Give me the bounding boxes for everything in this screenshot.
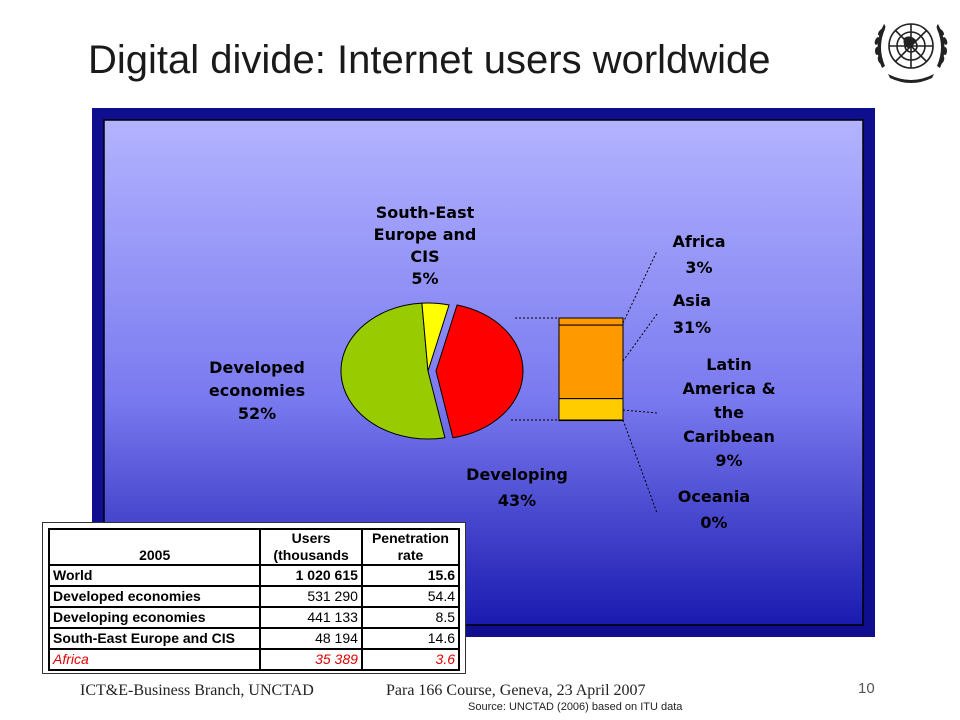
leader-line — [622, 419, 658, 514]
row-name: Africa — [47, 648, 262, 671]
data-label: Africa — [673, 232, 726, 251]
data-label: Europe and — [374, 225, 477, 244]
table-row: Africa 35 389 3.6 — [47, 648, 461, 671]
header-users: Users (thousands — [259, 528, 363, 566]
slide-title: Digital divide: Internet users worldwide — [88, 38, 771, 82]
footer-branch: ICT&E-Business Branch, UNCTAD — [80, 682, 314, 699]
data-label: Caribbean — [683, 427, 775, 446]
table-row: Developed economies 531 290 54.4 — [47, 585, 461, 608]
data-label: Developing — [466, 465, 568, 484]
header-rate: Penetration rate — [360, 528, 461, 566]
data-label: 9% — [715, 451, 742, 470]
leader-line — [622, 313, 658, 362]
row-users: 441 133 — [259, 606, 363, 629]
row-name: South-East Europe and CIS — [47, 627, 262, 650]
table-row: South-East Europe and CIS 48 194 14.6 — [47, 627, 461, 650]
row-name: Developing economies — [47, 606, 262, 629]
data-label: CIS — [410, 247, 439, 266]
data-label: Asia — [673, 291, 711, 310]
data-label: America & — [682, 379, 775, 398]
data-label: 52% — [238, 404, 276, 423]
row-users: 35 389 — [259, 648, 363, 671]
data-table: 2005 Users (thousands Penetration rate W… — [42, 522, 466, 674]
table-header-row: 2005 Users (thousands Penetration rate — [47, 528, 461, 566]
table-row: Developing economies 441 133 8.5 — [47, 606, 461, 629]
row-name: Developed economies — [47, 585, 262, 608]
data-label: 5% — [411, 269, 438, 288]
data-label: South-East — [376, 203, 475, 222]
pie-chart: South-East Europe and CIS 5% Developed econom… — [92, 108, 875, 637]
data-label: 0% — [700, 513, 727, 532]
source-note: Source: UNCTAD (2006) based on ITU data — [468, 701, 683, 713]
row-rate: 54.4 — [360, 585, 461, 608]
breakdown-bar-africa — [558, 317, 624, 326]
row-rate: 15.6 — [360, 564, 461, 587]
users-table: 2005 Users (thousands Penetration rate W… — [47, 528, 461, 671]
row-name: World — [47, 564, 262, 587]
header-year: 2005 — [47, 528, 262, 566]
pie-slice-developing — [435, 304, 524, 439]
data-label: Developed — [209, 358, 305, 377]
row-rate: 8.5 — [360, 606, 461, 629]
breakdown-bar-latin-america-the-caribbean — [558, 398, 624, 421]
footer-course: Para 166 Course, Geneva, 23 April 2007 — [386, 682, 646, 699]
breakdown-bar-asia — [558, 324, 624, 400]
data-label: the — [714, 403, 744, 422]
data-label: Oceania — [678, 487, 750, 506]
leader-line — [622, 250, 658, 324]
breakdown-bar-oceania — [558, 419, 624, 422]
un-emblem-icon — [874, 23, 948, 83]
data-label: economies — [209, 381, 305, 400]
pie-slice-south-east-europe-and-cis — [421, 302, 450, 372]
row-users: 531 290 — [259, 585, 363, 608]
data-label: 31% — [673, 318, 711, 337]
row-rate: 3.6 — [360, 648, 461, 671]
pie-slice-developed-economies — [340, 302, 446, 440]
table-row: World 1 020 615 15.6 — [47, 564, 461, 587]
leader-line — [622, 409, 658, 414]
row-users: 48 194 — [259, 627, 363, 650]
page-number: 10 — [858, 680, 875, 697]
row-rate: 14.6 — [360, 627, 461, 650]
data-label: 43% — [498, 491, 536, 510]
data-label: 3% — [685, 258, 712, 277]
data-label: Latin — [706, 355, 752, 374]
row-users: 1 020 615 — [259, 564, 363, 587]
